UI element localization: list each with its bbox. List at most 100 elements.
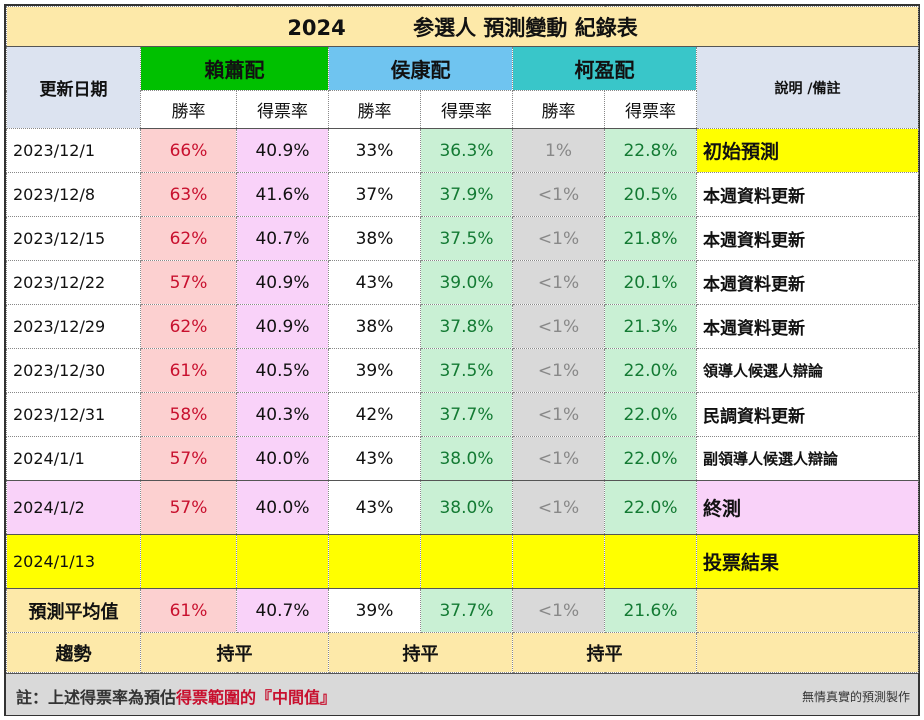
ko-win-rate: <1%: [512, 216, 605, 261]
header-date: 更新日期: [6, 46, 141, 129]
lai-win-rate: 62%: [140, 216, 237, 261]
hou-win-rate: 37%: [328, 172, 421, 217]
hou-vote-rate: 36.3%: [420, 128, 513, 173]
lai-vote-rate: 40.0%: [236, 480, 329, 535]
ko-win-rate: <1%: [512, 392, 605, 437]
lai-vote-rate: [236, 534, 329, 589]
footnote-prefix: 註：上述得票率為預估: [16, 688, 177, 707]
lai-win-rate: 62%: [140, 304, 237, 349]
lai-win-rate: 57%: [140, 436, 237, 481]
hou-win-rate: 39%: [328, 348, 421, 393]
row-date: 2024/1/1: [6, 436, 141, 481]
hou-vote-rate: 37.5%: [420, 348, 513, 393]
hou-win-rate: 33%: [328, 128, 421, 173]
hou-win-rate: 42%: [328, 392, 421, 437]
ko-win-rate: <1%: [512, 480, 605, 535]
ko-win-rate: <1%: [512, 588, 605, 633]
ko-win-rate: <1%: [512, 348, 605, 393]
row-date: 2023/12/8: [6, 172, 141, 217]
table-row: 2023/12/29 62% 40.9% 38% 37.8% <1% 21.3%…: [6, 304, 920, 349]
ko-win-rate: <1%: [512, 304, 605, 349]
lai-win-rate: 61%: [140, 588, 237, 633]
subheader-lai-win: 勝率: [140, 90, 237, 129]
ko-vote-rate: 21.6%: [604, 588, 697, 633]
hou-vote-rate: 38.0%: [420, 436, 513, 481]
lai-vote-rate: 40.9%: [236, 260, 329, 305]
trend-ko: 持平: [512, 632, 697, 673]
title-text: 参選人 預測變動 紀錄表: [413, 15, 638, 40]
lai-win-rate: 57%: [140, 260, 237, 305]
header-lai: 賴蕭配: [140, 46, 329, 91]
hou-win-rate: 43%: [328, 436, 421, 481]
lai-win-rate: 61%: [140, 348, 237, 393]
hou-vote-rate: 37.5%: [420, 216, 513, 261]
ko-vote-rate: 22.0%: [604, 348, 697, 393]
forecast-sheet: 2024 参選人 預測變動 紀錄表 更新日期 賴蕭配 侯康配 柯盈配 說明 /備…: [4, 4, 920, 716]
hou-vote-rate: [420, 534, 513, 589]
trend-note: [695, 632, 920, 673]
subheader-ko-win: 勝率: [512, 90, 605, 129]
lai-win-rate: 66%: [140, 128, 237, 173]
ko-win-rate: <1%: [512, 436, 605, 481]
lai-win-rate: 57%: [140, 480, 237, 535]
lai-vote-rate: 40.5%: [236, 348, 329, 393]
lai-vote-rate: 40.3%: [236, 392, 329, 437]
header-ko: 柯盈配: [512, 46, 697, 91]
ko-vote-rate: 21.8%: [604, 216, 697, 261]
hou-vote-rate: 37.7%: [420, 392, 513, 437]
subheader-lai-vote: 得票率: [236, 90, 329, 129]
hou-win-rate: 39%: [328, 588, 421, 633]
trend-hou: 持平: [328, 632, 513, 673]
final-forecast-row: 2024/1/2 57% 40.0% 43% 38.0% <1% 22.0% 終…: [6, 480, 920, 535]
lai-vote-rate: 40.9%: [236, 304, 329, 349]
subheader-hou-win: 勝率: [328, 90, 421, 129]
row-note: 終測: [695, 480, 920, 535]
ko-win-rate: [512, 534, 605, 589]
ko-win-rate: <1%: [512, 172, 605, 217]
ko-vote-rate: 21.3%: [604, 304, 697, 349]
row-date: 2023/12/22: [6, 260, 141, 305]
election-result-row: 2024/1/13 投票結果: [6, 534, 920, 589]
trend-label: 趨勢: [6, 632, 141, 673]
trend-lai: 持平: [140, 632, 329, 673]
row-note: 本週資料更新: [695, 304, 920, 349]
row-note: 本週資料更新: [695, 216, 920, 261]
footnote: 註：上述得票率為預估得票範圍的『中間值』 無情真實的預測製作: [6, 673, 918, 715]
hou-vote-rate: 39.0%: [420, 260, 513, 305]
row-note: 投票結果: [695, 534, 920, 589]
row-date: 2023/12/15: [6, 216, 141, 261]
hou-vote-rate: 37.8%: [420, 304, 513, 349]
ko-win-rate: <1%: [512, 260, 605, 305]
hou-win-rate: 43%: [328, 260, 421, 305]
lai-vote-rate: 40.7%: [236, 588, 329, 633]
lai-win-rate: 58%: [140, 392, 237, 437]
forecast-table: 2024 参選人 預測變動 紀錄表 更新日期 賴蕭配 侯康配 柯盈配 說明 /備…: [5, 6, 920, 673]
average-row: 預測平均值 61% 40.7% 39% 37.7% <1% 21.6%: [6, 588, 920, 633]
footnote-credit: 無情真實的預測製作: [801, 690, 910, 704]
row-date: 2023/12/1: [6, 128, 141, 173]
title-year: 2024: [287, 15, 346, 40]
lai-vote-rate: 40.9%: [236, 128, 329, 173]
hou-vote-rate: 37.9%: [420, 172, 513, 217]
row-note: 領導人候選人辯論: [695, 348, 920, 393]
table-row: 2023/12/31 58% 40.3% 42% 37.7% <1% 22.0%…: [6, 392, 920, 437]
ko-vote-rate: 20.1%: [604, 260, 697, 305]
row-date: 2024/1/13: [6, 534, 141, 589]
table-row: 2023/12/1 66% 40.9% 33% 36.3% 1% 22.8% 初…: [6, 128, 920, 173]
table-row: 2023/12/22 57% 40.9% 43% 39.0% <1% 20.1%…: [6, 260, 920, 305]
row-date: 2023/12/29: [6, 304, 141, 349]
subheader-hou-vote: 得票率: [420, 90, 513, 129]
hou-vote-rate: 37.7%: [420, 588, 513, 633]
ko-vote-rate: 20.5%: [604, 172, 697, 217]
ko-win-rate: 1%: [512, 128, 605, 173]
sheet-title: 2024 参選人 預測變動 紀錄表: [5, 6, 920, 47]
ko-vote-rate: 22.0%: [604, 392, 697, 437]
row-note: 民調資料更新: [695, 392, 920, 437]
footnote-highlight: 得票範圍的『中間值』: [176, 688, 337, 707]
table-row: 2023/12/8 63% 41.6% 37% 37.9% <1% 20.5% …: [6, 172, 920, 217]
row-note: 本週資料更新: [695, 172, 920, 217]
row-date: 2023/12/31: [6, 392, 141, 437]
row-date: 2024/1/2: [6, 480, 141, 535]
hou-vote-rate: 38.0%: [420, 480, 513, 535]
table-row: 2023/12/30 61% 40.5% 39% 37.5% <1% 22.0%…: [6, 348, 920, 393]
